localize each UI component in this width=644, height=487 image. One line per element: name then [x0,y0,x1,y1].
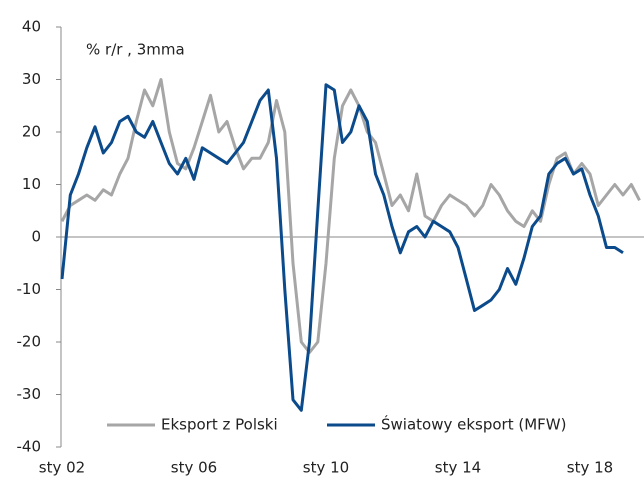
y-tick-label: 20 [22,123,41,141]
y-tick-label: -20 [17,333,42,351]
y-tick-label: 40 [22,18,41,36]
x-tick-label: sty 06 [171,459,217,477]
y-tick-label: -30 [17,385,42,403]
x-tick-label: sty 10 [303,459,349,477]
x-tick-label: sty 18 [567,459,613,477]
series-line [60,83,624,412]
y-tick-label: -40 [17,438,42,456]
legend-label: Światowy eksport (MFW) [381,415,566,434]
y-tick-label: 0 [31,228,41,246]
annotation: % r/r , 3mma [86,41,185,59]
legend-label: Eksport z Polski [161,416,278,434]
x-tick-label: sty 14 [435,459,481,477]
series-line [60,78,641,354]
x-tick-label: sty 02 [39,459,85,477]
y-tick-label: 30 [22,70,41,88]
y-tick-label: 10 [22,175,41,193]
y-tick-label: -10 [17,280,42,298]
